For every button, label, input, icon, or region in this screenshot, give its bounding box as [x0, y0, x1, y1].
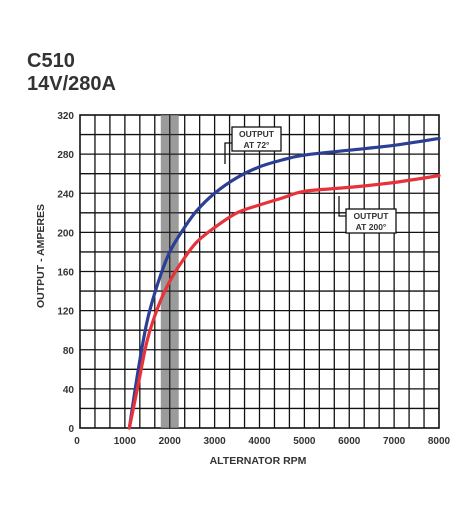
rating-subtitle: 14V/280A: [27, 73, 116, 95]
callout-box-72: [231, 126, 282, 152]
callout-leader-200: [338, 196, 346, 217]
y-tick-label: 240: [57, 189, 74, 200]
series-line-output-at-200: [127, 174, 441, 430]
x-tick-label: 6000: [338, 436, 361, 447]
y-tick-label: 0: [68, 424, 74, 435]
callout-200-line-2: AT 200°: [356, 222, 387, 232]
y-tick-label: 120: [57, 307, 74, 318]
grid: [79, 114, 440, 429]
highlight-band-layer: [160, 115, 179, 428]
callout-72-line-2: AT 72°: [244, 140, 271, 150]
x-tick-label: 2000: [159, 436, 182, 447]
y-tick-label: 160: [57, 268, 74, 279]
callout-leader-72: [224, 142, 232, 164]
x-tick-label: 5000: [293, 436, 316, 447]
x-tick-label: 0: [74, 436, 80, 447]
y-tick-label: 200: [57, 228, 74, 239]
x-tick-label: 3000: [204, 436, 227, 447]
y-tick-label: 80: [63, 346, 75, 357]
y-tick-label: 320: [57, 111, 74, 122]
x-tick-label: 4000: [248, 436, 271, 447]
y-axis-label: OUTPUT - AMPERES: [35, 204, 47, 308]
tick-label-layer: 0 1000 2000 3000 4000 5000 6000 7000 8000 0 40 80 12…: [57, 111, 450, 447]
callout-72-line-1: OUTPUT: [239, 129, 275, 139]
x-tick-label: 8000: [428, 436, 451, 447]
y-tick-label: 280: [57, 150, 74, 161]
callout-box-200: [345, 208, 397, 234]
series-line-output-at-72: [127, 136, 441, 430]
y-tick-label: 40: [63, 385, 75, 396]
model-title: C510: [27, 50, 75, 72]
x-tick-label: 1000: [114, 436, 137, 447]
callout-200-line-1: OUTPUT: [354, 211, 390, 221]
series-layer: [127, 136, 441, 430]
x-axis-label: ALTERNATOR RPM: [210, 455, 307, 467]
x-tick-label: 7000: [383, 436, 406, 447]
